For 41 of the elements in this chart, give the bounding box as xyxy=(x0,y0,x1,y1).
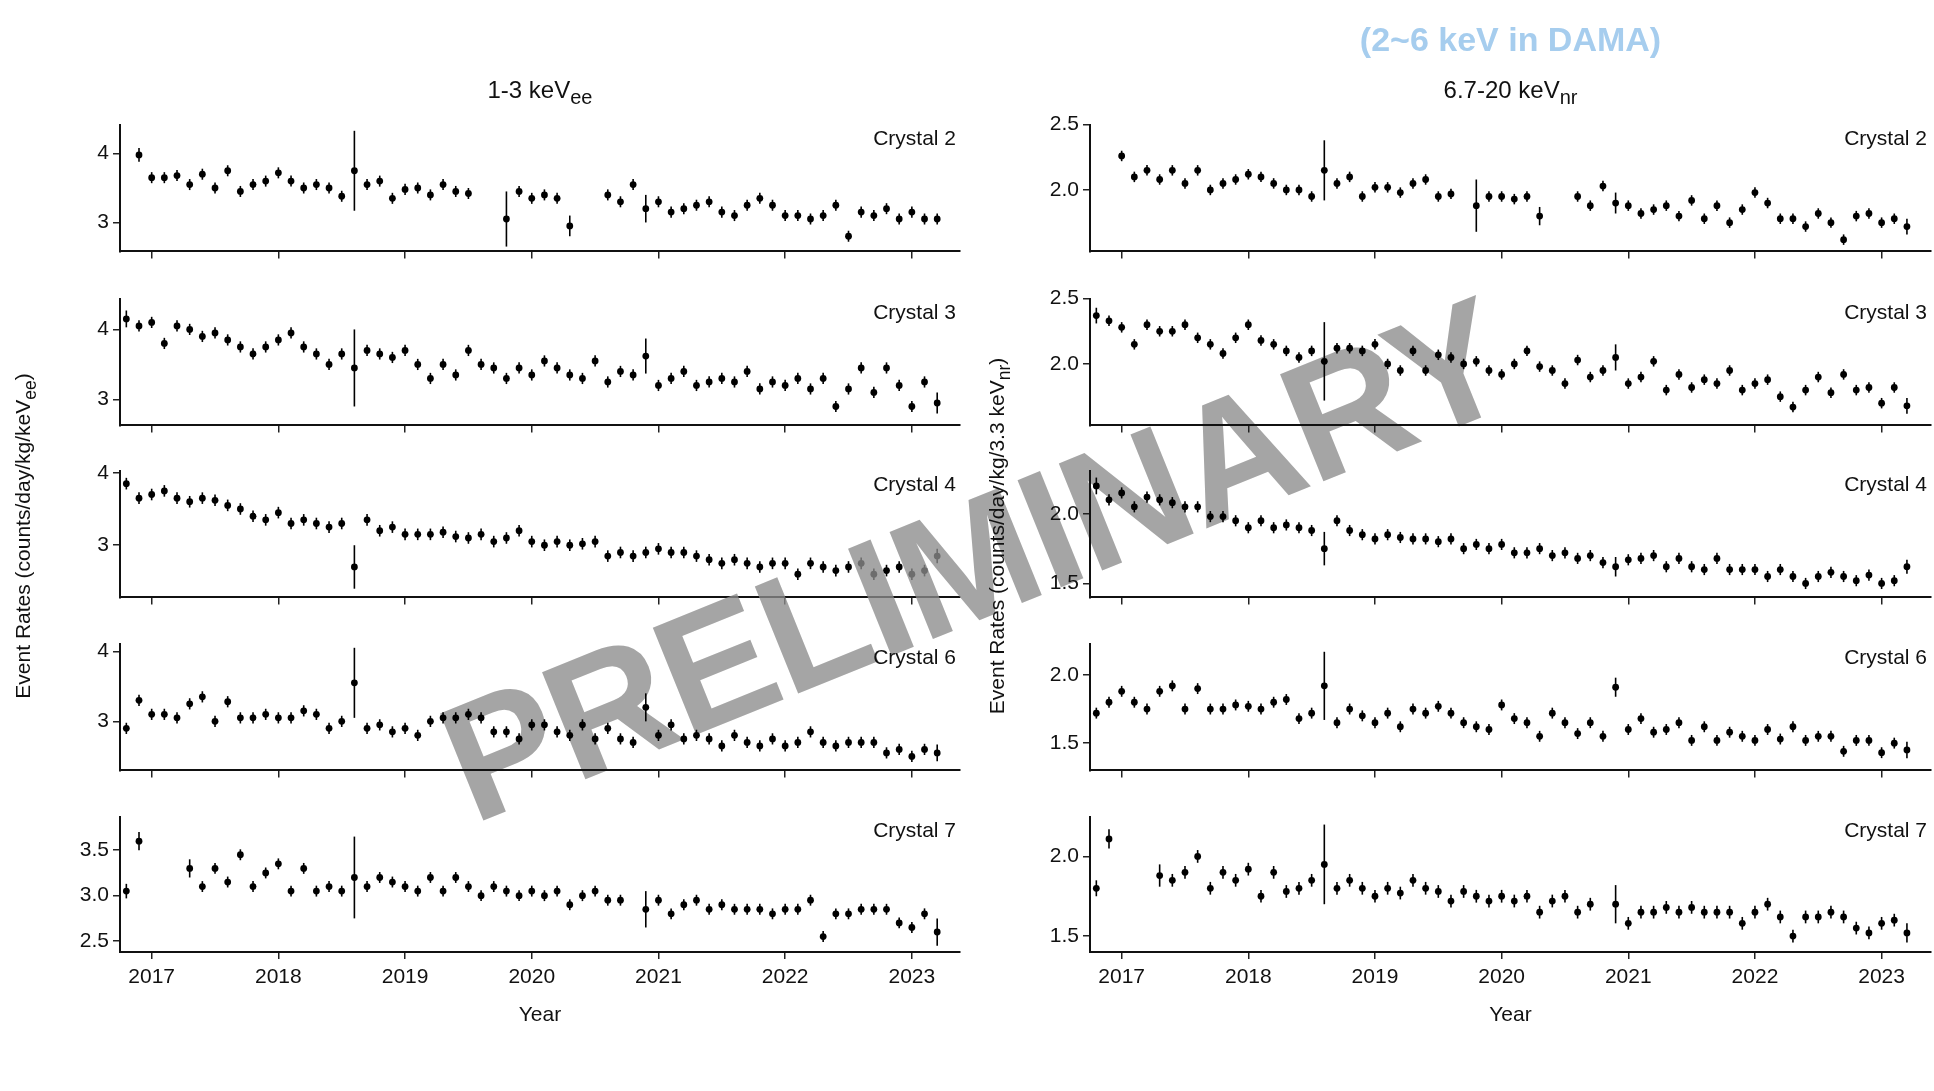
y-tick-label: 3 xyxy=(97,532,109,556)
y-tick-label: 4 xyxy=(97,638,110,662)
annotation: Crystal 2 xyxy=(873,125,956,149)
annotation: Crystal 6 xyxy=(1844,644,1927,668)
chart-title: 1-3 keV$_{ee}$ xyxy=(487,76,593,109)
y-tick-label: 2.0 xyxy=(1049,843,1079,867)
x-tick-label: 2022 xyxy=(761,964,809,988)
y-tick-label: 3 xyxy=(97,209,109,233)
x-axis-title: Year xyxy=(1489,1002,1532,1026)
x-tick-label: 2018 xyxy=(255,964,302,988)
y-tick-label: 4 xyxy=(97,459,110,483)
annotation: Crystal 3 xyxy=(1844,299,1927,323)
y-tick-label: 3 xyxy=(97,386,109,410)
annotation: Crystal 7 xyxy=(1844,817,1927,841)
x-tick-label: 2018 xyxy=(1224,964,1272,988)
annotation: Crystal 4 xyxy=(1844,471,1928,495)
annotation: Crystal 2 xyxy=(1844,125,1927,149)
y-tick-label: 2.0 xyxy=(1049,176,1079,200)
y-tick-label: 4 xyxy=(97,140,110,164)
x-tick-label: 2019 xyxy=(381,964,429,988)
chart-title: 6.7-20 keV$_{nr}$ xyxy=(1443,76,1578,109)
y-tick-label: 3.5 xyxy=(79,837,109,861)
y-tick-label: 2.5 xyxy=(1049,111,1079,135)
y-tick-label: 3 xyxy=(97,708,109,732)
x-tick-label: 2022 xyxy=(1731,964,1779,988)
y-tick-label: 1.5 xyxy=(1049,922,1079,946)
y-tick-label: 2.5 xyxy=(79,927,109,951)
x-tick-label: 2019 xyxy=(1351,964,1399,988)
x-tick-label: 2021 xyxy=(1604,964,1652,988)
x-tick-label: 2023 xyxy=(888,964,936,988)
annotation: Crystal 7 xyxy=(873,817,956,841)
chart-subtitle: (2~6 keV in DAMA) xyxy=(1359,20,1662,59)
y-tick-label: 4 xyxy=(97,316,110,340)
x-tick-label: 2020 xyxy=(1478,964,1525,988)
y-tick-label: 3.0 xyxy=(79,882,109,906)
x-tick-label: 2020 xyxy=(508,964,556,988)
x-tick-label: 2023 xyxy=(1858,964,1905,988)
x-tick-label: 2017 xyxy=(1098,964,1146,988)
x-tick-label: 2017 xyxy=(128,964,176,988)
x-axis-title: Year xyxy=(518,1002,562,1026)
x-tick-label: 2021 xyxy=(635,964,682,988)
